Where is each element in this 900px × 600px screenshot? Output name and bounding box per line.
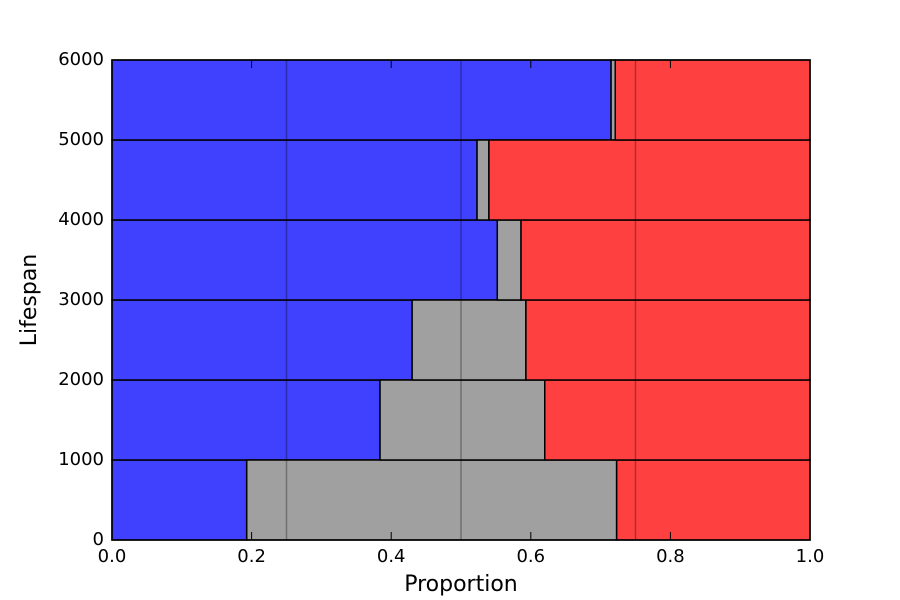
bar-segment — [525, 299, 811, 381]
bar-segment — [496, 219, 522, 301]
x-axis-label: Proportion — [404, 572, 518, 597]
bar-segment — [111, 219, 499, 301]
y-axis-label: Lifespan — [17, 254, 42, 347]
y-tick-label: 4000 — [58, 209, 104, 230]
y-tick-label: 0 — [93, 529, 104, 550]
bar-segment — [544, 379, 811, 461]
x-tick-label: 1.0 — [796, 546, 825, 567]
bar-segment — [476, 139, 490, 221]
x-tick-label: 0.8 — [656, 546, 685, 567]
x-tick-label: 0.6 — [516, 546, 545, 567]
bar-segment — [488, 139, 811, 221]
x-tick-label: 0.0 — [98, 546, 127, 567]
bar-segment — [379, 379, 546, 461]
bar-segment — [111, 139, 478, 221]
bar-segment — [615, 459, 811, 541]
x-tick-label: 0.2 — [237, 546, 266, 567]
y-tick-label: 6000 — [58, 49, 104, 70]
bar-segment — [245, 459, 618, 541]
bar-segment — [111, 379, 381, 461]
bar-segment — [614, 59, 811, 141]
y-tick-label: 5000 — [58, 129, 104, 150]
y-tick-label: 1000 — [58, 449, 104, 470]
y-tick-label: 3000 — [58, 289, 104, 310]
bar-segment — [111, 59, 612, 141]
x-tick-label: 0.4 — [377, 546, 406, 567]
bar-segment — [411, 299, 527, 381]
y-tick-label: 2000 — [58, 369, 104, 390]
bar-segment — [520, 219, 811, 301]
bar-segment — [111, 299, 413, 381]
bar-segment — [111, 459, 248, 541]
